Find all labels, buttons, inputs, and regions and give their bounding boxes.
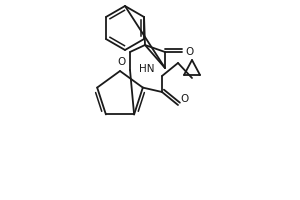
Text: O: O xyxy=(185,47,193,57)
Text: HN: HN xyxy=(139,64,154,74)
Text: O: O xyxy=(117,57,125,67)
Text: O: O xyxy=(180,94,188,104)
